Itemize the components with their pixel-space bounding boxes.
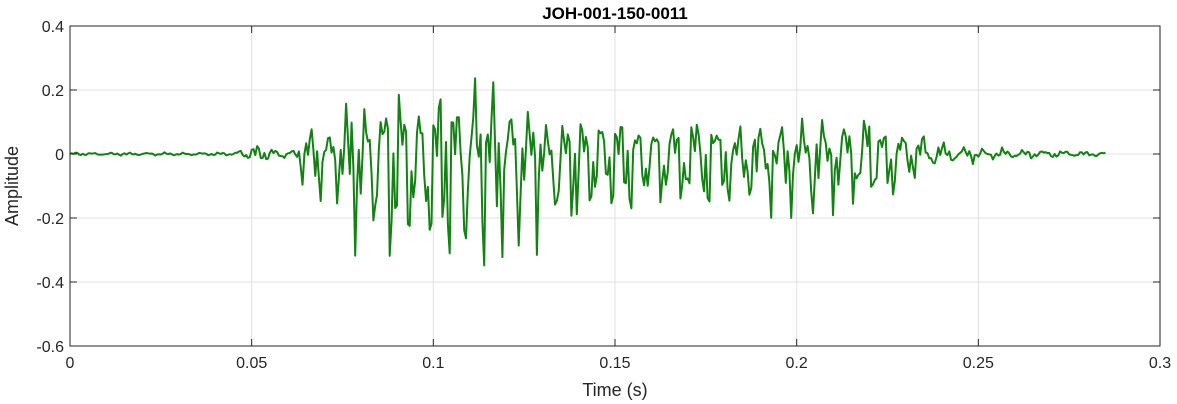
- waveform-line: [69, 77, 1106, 267]
- x-tick-label: 0: [66, 355, 75, 372]
- x-tick-label: 0.3: [1149, 355, 1171, 372]
- y-tick-label: -0.6: [36, 339, 64, 356]
- x-axis-ticks: 0 0.05 0.1 0.15 0.2 0.25 0.3: [66, 26, 1171, 372]
- y-tick-label: 0: [55, 147, 64, 164]
- x-tick-label: 0.1: [422, 355, 444, 372]
- y-tick-label: -0.2: [36, 211, 64, 228]
- x-axis-label: Time (s): [582, 380, 647, 400]
- x-tick-label: 0.25: [963, 355, 994, 372]
- y-tick-label: 0.2: [42, 83, 64, 100]
- x-tick-label: 0.05: [236, 355, 267, 372]
- y-tick-label: 0.4: [42, 19, 64, 36]
- y-axis-label: Amplitude: [2, 146, 22, 226]
- x-tick-label: 0.15: [599, 355, 630, 372]
- x-tick-label: 0.2: [786, 355, 808, 372]
- y-tick-label: -0.4: [36, 275, 64, 292]
- y-axis-ticks: -0.6 -0.4 -0.2 0 0.2 0.4: [36, 19, 1160, 356]
- chart-title: JOH-001-150-0011: [542, 4, 688, 23]
